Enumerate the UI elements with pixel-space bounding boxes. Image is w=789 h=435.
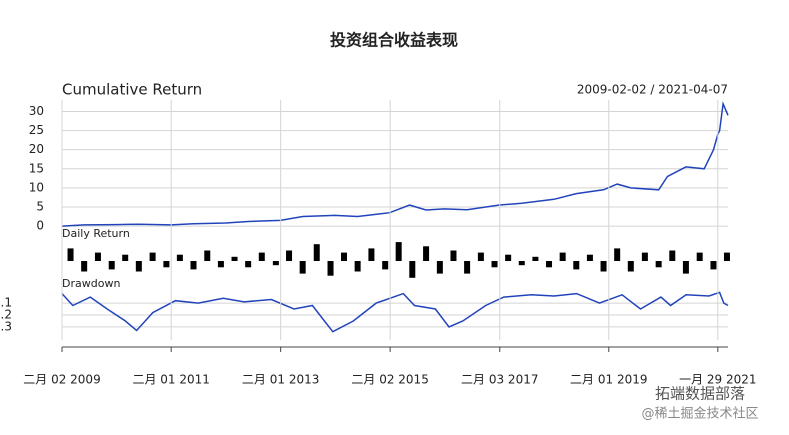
bar (723, 252, 730, 261)
bar (122, 254, 129, 261)
bar (559, 252, 566, 261)
bar (409, 261, 416, 278)
bar (423, 246, 430, 261)
watermark: 拓端数据部落 (655, 385, 745, 403)
bar (204, 250, 211, 261)
y-tick-label: -.1 (0, 296, 12, 310)
bar (245, 261, 252, 268)
x-tick-label: 二月 01 2019 (570, 373, 647, 387)
bar (258, 252, 265, 261)
page-title: 投资组合收益表现 (330, 31, 458, 50)
bar (450, 250, 457, 261)
bar (491, 261, 498, 268)
bar (176, 254, 183, 261)
bar (81, 261, 88, 272)
y-tick-label: 15 (29, 161, 44, 175)
bar (272, 261, 279, 266)
x-tick-label: 二月 03 2017 (461, 373, 538, 387)
bar (682, 261, 689, 274)
bar (286, 250, 293, 261)
bar (94, 252, 101, 261)
bar (477, 252, 484, 261)
bar (368, 248, 375, 261)
bar (696, 252, 703, 261)
y-tick-label: 0 (36, 219, 44, 233)
y-tick-label: 20 (29, 142, 44, 156)
bar (627, 261, 634, 272)
bar (710, 261, 717, 270)
bar (299, 261, 306, 274)
bar (532, 256, 539, 261)
bar (217, 261, 224, 268)
panel-title: Drawdown (62, 277, 120, 290)
bar (573, 261, 580, 270)
panel-title: Cumulative Return (62, 81, 202, 99)
bar (108, 261, 115, 270)
y-tick-label: 25 (29, 123, 44, 137)
bar (67, 248, 74, 261)
y-tick-label: 5 (36, 199, 44, 213)
bar (586, 254, 593, 261)
line (61, 291, 729, 333)
bar (655, 261, 662, 268)
bar (669, 250, 676, 261)
bar (600, 261, 607, 272)
bar (382, 261, 389, 270)
bar (614, 248, 621, 261)
y-tick-label: -.3 (0, 319, 12, 333)
bar (327, 261, 334, 276)
panel-title: Daily Return (62, 227, 130, 240)
x-tick-label: 二月 02 2015 (351, 373, 428, 387)
line (61, 100, 729, 227)
x-tick-label: 二月 02 2009 (23, 373, 100, 387)
bar (149, 252, 156, 261)
y-tick-label: 30 (29, 104, 44, 118)
bar (231, 256, 238, 261)
watermark: @稀土掘金技术社区 (641, 406, 758, 422)
x-tick-label: 二月 01 2011 (132, 373, 209, 387)
bar (313, 244, 320, 261)
bar (641, 252, 648, 261)
bar (395, 242, 402, 261)
bar (546, 261, 553, 268)
bar (163, 261, 170, 268)
y-tick-label: -.2 (0, 308, 12, 322)
bar (190, 261, 197, 270)
y-tick-label: 10 (29, 180, 44, 194)
bar (436, 261, 443, 274)
bar (464, 261, 471, 274)
panel-subtitle: 2009-02-02 / 2021-04-07 (577, 83, 728, 97)
x-tick-label: 二月 01 2013 (242, 373, 319, 387)
bar (354, 261, 361, 272)
bar (135, 261, 142, 272)
bar (518, 261, 525, 266)
x-tick-label: 一月 29 2021 (679, 373, 756, 387)
bar (341, 252, 348, 261)
bar (505, 254, 512, 261)
